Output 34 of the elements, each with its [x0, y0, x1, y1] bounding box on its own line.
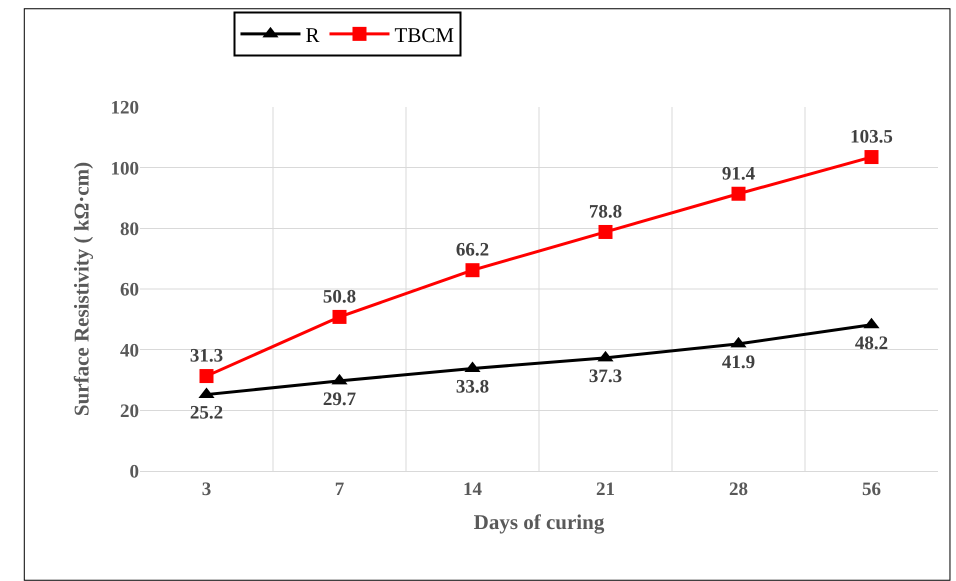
data-label: 33.8	[456, 376, 490, 398]
x-tick-label: 3	[202, 478, 212, 500]
y-tick-label: 0	[130, 462, 139, 483]
point	[332, 310, 346, 324]
data-label: 103.5	[850, 126, 893, 148]
data-label: 50.8	[322, 286, 356, 308]
x-tick-label: 14	[463, 478, 482, 500]
data-label: 37.3	[588, 366, 622, 387]
y-tick-label: 100	[110, 158, 139, 180]
data-label: 41.9	[722, 352, 756, 373]
point	[864, 150, 878, 164]
data-label: 66.2	[456, 240, 490, 261]
y-tick-label: 40	[120, 340, 139, 362]
x-tick-label: 7	[334, 478, 345, 500]
x-tick-label: 28	[729, 478, 748, 500]
y-tick-label: 20	[120, 400, 139, 422]
legend-label: TBCM	[394, 23, 454, 48]
x-tick-label: 21	[596, 478, 615, 500]
y-tick-label: 80	[120, 218, 139, 240]
data-label: 48.2	[854, 332, 888, 354]
data-label: 25.2	[190, 402, 224, 424]
x-axis-title: Days of curing	[474, 510, 605, 534]
legend-label: R	[305, 23, 320, 48]
x-tick-label: 56	[862, 478, 881, 500]
y-axis-title: Surface Resistivity ( kΩ·cm)	[70, 162, 94, 416]
y-tick-label: 120	[110, 98, 139, 119]
data-label: 91.4	[722, 163, 756, 184]
data-label: 31.3	[190, 346, 224, 367]
point	[466, 263, 480, 278]
data-label: 78.8	[588, 201, 622, 222]
point	[598, 224, 612, 239]
y-tick-label: 60	[120, 280, 139, 301]
data-label: 29.7	[322, 388, 357, 410]
point	[732, 186, 746, 201]
